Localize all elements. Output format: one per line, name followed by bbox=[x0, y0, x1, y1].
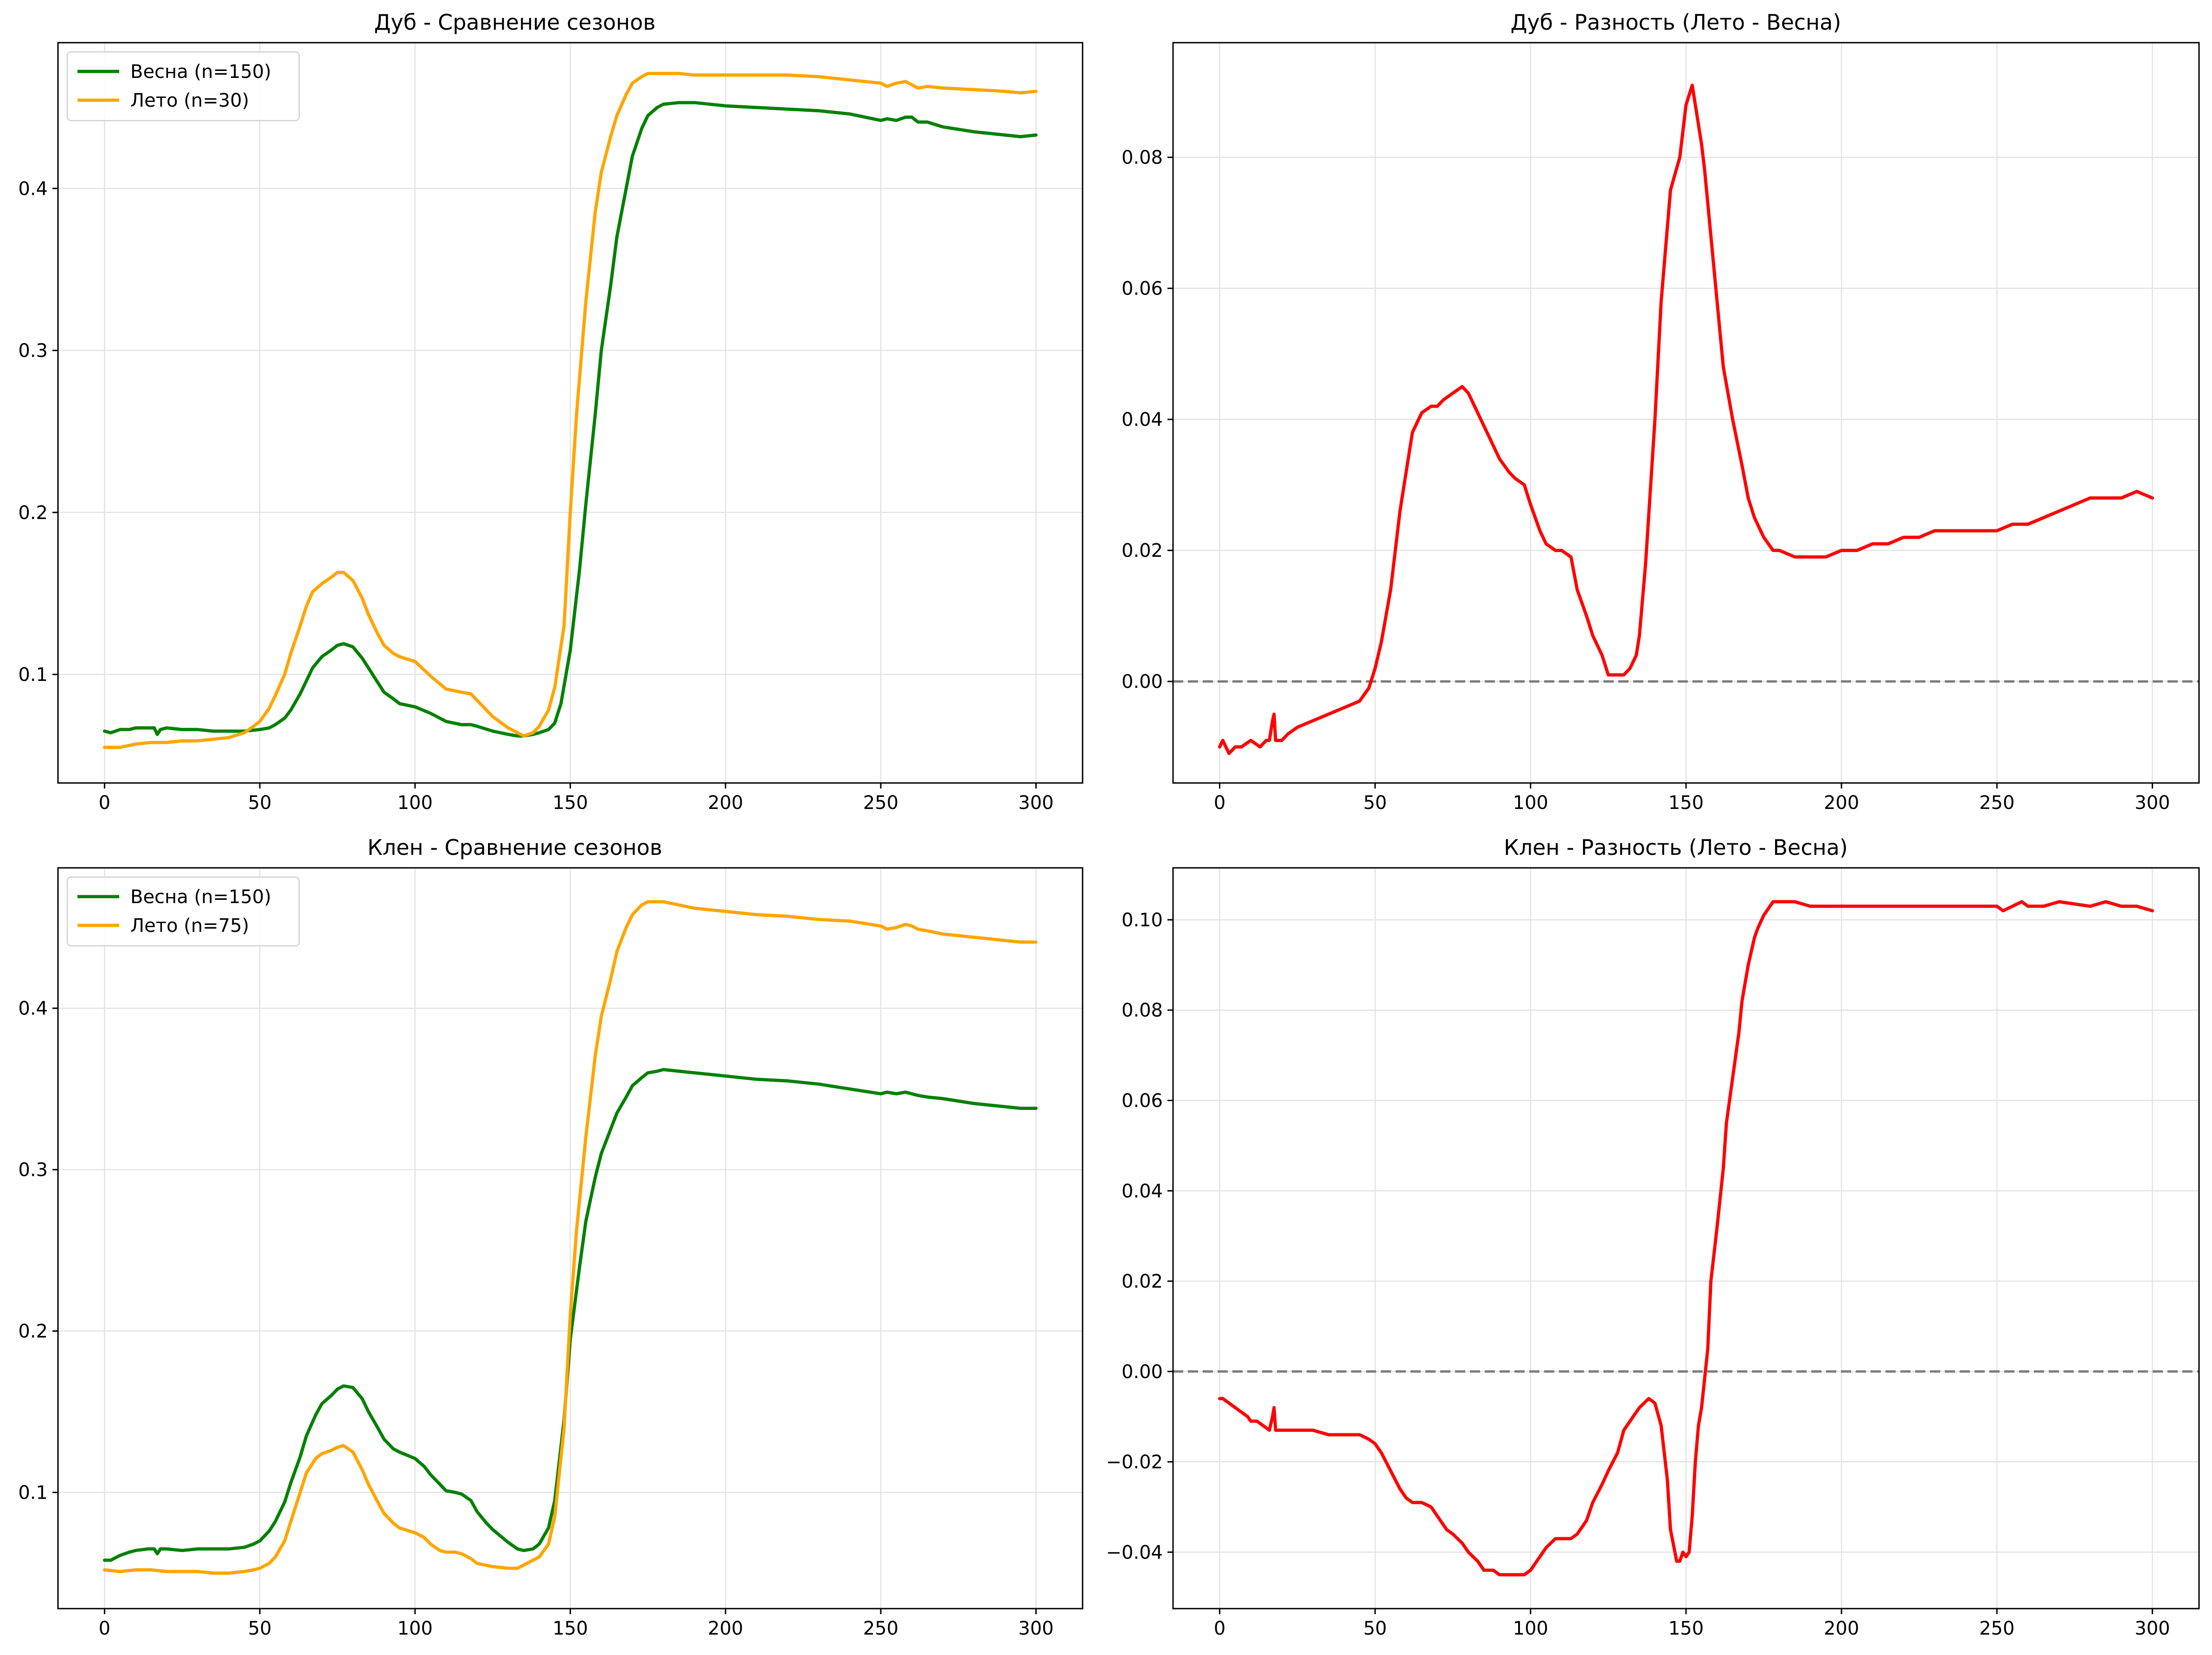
oak-diff-title: Дуб - Разность (Лето - Весна) bbox=[1511, 10, 1841, 35]
oak-compare-x-tick-label: 200 bbox=[708, 792, 743, 814]
maple-diff-x-tick-label: 200 bbox=[1824, 1618, 1859, 1639]
maple-diff-y-tick-label: −0.02 bbox=[1106, 1452, 1163, 1473]
oak-diff-x-tick-label: 250 bbox=[1979, 792, 2014, 814]
maple-compare-legend-label-1: Весна (n=150) bbox=[130, 886, 271, 908]
maple-diff-x-tick-label: 100 bbox=[1513, 1618, 1548, 1639]
maple-compare-legend-box bbox=[66, 876, 300, 947]
maple-diff-series-line-1 bbox=[1218, 900, 2154, 1577]
oak-compare-legend-label-2: Лето (n=30) bbox=[130, 90, 249, 111]
oak-diff-y-tick-label: 0.00 bbox=[1122, 671, 1163, 693]
maple-diff-panel: Клен - Разность (Лето - Весна) 0 50 100 150… bbox=[1106, 835, 2200, 1639]
maple-compare-x-tick-label: 100 bbox=[398, 1618, 433, 1639]
maple-compare-x-tick-label: 150 bbox=[552, 1618, 588, 1639]
oak-diff-x-tick-label: 0 bbox=[1214, 792, 1225, 814]
maple-diff-y-tick-label: 0.02 bbox=[1122, 1271, 1163, 1292]
maple-compare-x-tick-label: 50 bbox=[248, 1618, 272, 1639]
oak-diff-x-tick-label: 150 bbox=[1668, 792, 1704, 814]
oak-diff-x-tick-label: 200 bbox=[1824, 792, 1859, 814]
oak-diff-y-tick-label: 0.08 bbox=[1122, 147, 1163, 168]
maple-diff-y-tick-label: −0.04 bbox=[1106, 1542, 1163, 1563]
maple-compare-y-tick-label: 0.3 bbox=[18, 1160, 48, 1181]
maple-compare-x-tick-label: 300 bbox=[1018, 1618, 1053, 1639]
oak-diff-x-tick-label: 300 bbox=[2135, 792, 2170, 814]
maple-diff-x-tick-label: 50 bbox=[1363, 1618, 1387, 1639]
oak-compare-x-tick-label: 150 bbox=[552, 792, 588, 814]
oak-compare-x-tick-label: 0 bbox=[99, 792, 110, 814]
maple-diff-x-tick-label: 250 bbox=[1979, 1618, 2014, 1639]
oak-diff-x-tick-label: 100 bbox=[1513, 792, 1548, 814]
maple-diff-title: Клен - Разность (Лето - Весна) bbox=[1504, 835, 1848, 860]
maple-compare-series-line-1 bbox=[103, 1068, 1038, 1562]
maple-diff-y-tick-label: 0.06 bbox=[1122, 1090, 1163, 1111]
oak-compare-x-tick-label: 300 bbox=[1018, 792, 1053, 814]
oak-compare-x-tick-label: 100 bbox=[398, 792, 433, 814]
oak-compare-title: Дуб - Сравнение сезонов bbox=[374, 10, 656, 35]
maple-diff-y-tick-label: 0.00 bbox=[1122, 1361, 1163, 1383]
maple-compare-series-line-2 bbox=[103, 900, 1038, 1575]
oak-compare-legend: Весна (n=150) Лето (n=30) bbox=[66, 51, 300, 122]
oak-compare-series-line-2 bbox=[103, 71, 1038, 749]
maple-compare-y-tick-label: 0.4 bbox=[18, 998, 48, 1020]
maple-diff-x-tick-label: 150 bbox=[1668, 1618, 1704, 1639]
maple-compare-title: Клен - Сравнение сезонов bbox=[367, 835, 662, 860]
maple-compare-x-tick-label: 250 bbox=[863, 1618, 898, 1639]
maple-diff-y-tick-label: 0.08 bbox=[1122, 1000, 1163, 1021]
maple-compare-y-tick-label: 0.2 bbox=[18, 1321, 48, 1342]
oak-compare-legend-label-1: Весна (n=150) bbox=[130, 61, 271, 83]
oak-compare-y-tick-label: 0.4 bbox=[18, 178, 48, 199]
maple-compare-y-tick-label: 0.1 bbox=[18, 1482, 48, 1503]
maple-compare-x-tick-label: 0 bbox=[99, 1618, 110, 1639]
maple-diff-x-tick-label: 0 bbox=[1214, 1618, 1225, 1639]
maple-diff-x-tick-label: 300 bbox=[2135, 1618, 2170, 1639]
oak-compare-y-tick-label: 0.2 bbox=[18, 502, 48, 524]
maple-compare-legend-label-2: Лето (n=75) bbox=[130, 915, 249, 937]
oak-diff-y-tick-label: 0.02 bbox=[1122, 540, 1163, 562]
maple-compare-legend: Весна (n=150) Лето (n=75) bbox=[66, 876, 300, 947]
maple-compare-panel: Клен - Сравнение сезонов 0 50 100 150 200 250… bbox=[18, 835, 1084, 1639]
oak-diff-series-line-1 bbox=[1218, 83, 2154, 755]
maple-compare-x-tick-label: 200 bbox=[708, 1618, 743, 1639]
oak-diff-x-tick-label: 50 bbox=[1363, 792, 1387, 814]
oak-compare-series-line-1 bbox=[103, 101, 1038, 738]
oak-compare-panel: Дуб - Сравнение сезонов 0 50 100 150 200 250 3… bbox=[18, 10, 1084, 814]
oak-compare-y-tick-label: 0.3 bbox=[18, 340, 48, 362]
oak-compare-legend-box bbox=[66, 51, 300, 122]
oak-diff-panel: Дуб - Разность (Лето - Весна) 0 50 100 150 2… bbox=[1122, 10, 2200, 814]
oak-diff-y-tick-label: 0.06 bbox=[1122, 278, 1163, 300]
oak-compare-x-tick-label: 250 bbox=[863, 792, 898, 814]
maple-diff-y-tick-label: 0.10 bbox=[1122, 910, 1163, 931]
oak-compare-y-tick-label: 0.1 bbox=[18, 664, 48, 686]
maple-diff-y-tick-label: 0.04 bbox=[1122, 1180, 1163, 1202]
oak-compare-x-tick-label: 50 bbox=[248, 792, 272, 814]
oak-diff-y-tick-label: 0.04 bbox=[1122, 409, 1163, 430]
